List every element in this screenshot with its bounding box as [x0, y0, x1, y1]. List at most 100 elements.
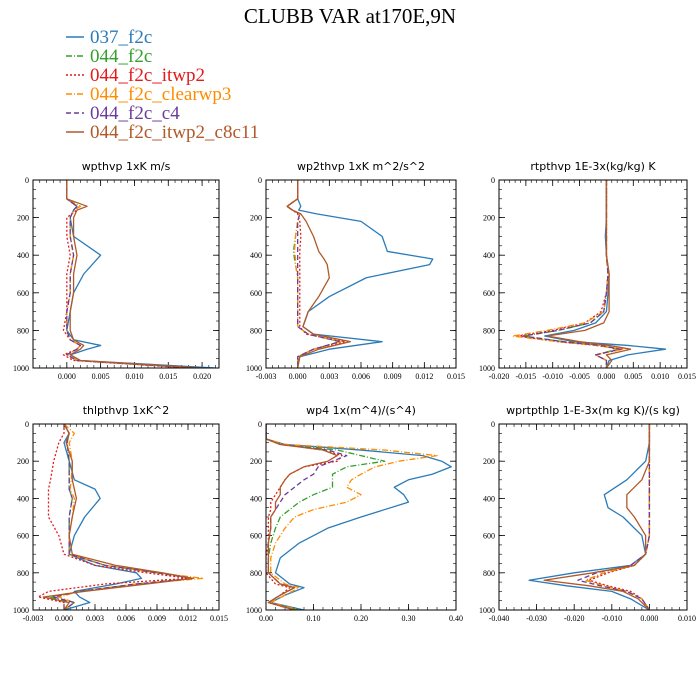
- x-tick-label: 0.012: [179, 614, 197, 623]
- series-line-044_f2c_itwp2_c8c11: [66, 180, 203, 368]
- y-tick-label: 200: [17, 214, 29, 223]
- y-tick-label: 200: [250, 457, 262, 466]
- series-line-037_f2c: [528, 424, 651, 610]
- y-tick-label: 400: [483, 494, 495, 503]
- y-tick-label: 200: [250, 214, 262, 223]
- y-tick-label: 800: [250, 326, 262, 335]
- y-tick-label: 600: [17, 532, 29, 541]
- y-tick-label: 0: [491, 420, 495, 429]
- y-tick-label: 1000: [246, 364, 262, 373]
- series-line-044_f2c_itwp2: [517, 180, 624, 368]
- legend-entry: 044_f2c_itwp2: [66, 65, 205, 86]
- x-tick-label: 0.015: [159, 372, 177, 381]
- panel-4: thlpthvp 1xK^2 0 200 400 600 800 1000-0.003 0.0…: [13, 404, 228, 623]
- series-line-044_f2c_clearwp3: [266, 424, 438, 610]
- x-tick-label: -0.015: [516, 372, 537, 381]
- y-tick-label: 800: [483, 569, 495, 578]
- series-line-044_f2c_itwp2_c8c11: [546, 180, 632, 368]
- y-tick-label: 400: [250, 251, 262, 260]
- y-tick-label: 400: [17, 494, 29, 503]
- x-tick-label: 0.009: [384, 372, 402, 381]
- y-tick-label: 600: [483, 532, 495, 541]
- y-tick-label: 0: [258, 176, 262, 185]
- series-line-044_f2c_clearwp3: [58, 424, 205, 610]
- panel-title: wprtpthlp 1-E-3x(m kg K)/(s kg): [506, 404, 680, 417]
- series-line-044_f2c_itwp2_c8c11: [42, 424, 194, 610]
- y-tick-label: 600: [483, 289, 495, 298]
- legend-label: 044_f2c_itwp2: [90, 65, 205, 86]
- panel-title: wp2thvp 1xK m^2/s^2: [297, 160, 425, 173]
- series-line-044_f2c: [66, 180, 196, 368]
- y-tick-label: 800: [17, 326, 29, 335]
- legend-entry: 044_f2c_c4: [66, 103, 180, 124]
- panel-frame: [32, 423, 220, 611]
- x-tick-label: 0.000: [597, 372, 615, 381]
- x-tick-label: 0.010: [678, 614, 696, 623]
- panel-series: [266, 424, 452, 610]
- series-line-044_f2c_clearwp3: [66, 180, 196, 368]
- panel-series: [286, 180, 434, 368]
- x-tick-label: 0.009: [148, 614, 166, 623]
- series-line-037_f2c: [544, 180, 667, 368]
- x-tick-label: 0.000: [58, 372, 76, 381]
- panel-series: [511, 180, 667, 368]
- panel-title: wpthvp 1xK m/s: [82, 160, 171, 173]
- series-line-044_f2c_itwp2: [266, 424, 343, 610]
- panel-1: wpthvp 1xK m/s 0 200 400 600 800 1000 0.000 0.00…: [13, 160, 220, 381]
- x-tick-label: -0.030: [526, 614, 547, 623]
- series-line-044_f2c_c4: [66, 180, 196, 368]
- y-tick-label: 1000: [13, 606, 29, 615]
- x-tick-label: -0.020: [489, 372, 510, 381]
- y-tick-label: 800: [483, 326, 495, 335]
- legend-label: 044_f2c_clearwp3: [90, 84, 231, 105]
- x-tick-label: 0.10: [307, 614, 321, 623]
- x-tick-label: 0.005: [92, 372, 110, 381]
- panel-2: wp2thvp 1xK m^2/s^2 0 200 400 600 800 1000-0.0…: [246, 160, 465, 381]
- x-tick-label: 0.012: [415, 372, 433, 381]
- x-tick-label: 0.00: [259, 614, 273, 623]
- y-tick-label: 200: [483, 457, 495, 466]
- panel-3: rtpthvp 1E-3x(kg/kg) K02004006008001000-…: [479, 160, 696, 381]
- x-tick-label: -0.040: [489, 614, 510, 623]
- x-tick-label: -0.010: [542, 372, 563, 381]
- series-line-044_f2c_itwp2_c8c11: [286, 180, 352, 368]
- y-tick-label: 1000: [479, 606, 495, 615]
- legend-entry: 044_f2c: [66, 46, 152, 67]
- x-tick-label: 0.020: [193, 372, 211, 381]
- y-tick-label: 600: [250, 289, 262, 298]
- y-tick-label: 1000: [246, 606, 262, 615]
- y-tick-label: 800: [17, 569, 29, 578]
- x-tick-label: 0.015: [210, 614, 228, 623]
- x-tick-label: 0.006: [117, 614, 135, 623]
- x-tick-label: 0.30: [402, 614, 416, 623]
- y-tick-label: 400: [483, 251, 495, 260]
- x-tick-label: 0.000: [55, 614, 73, 623]
- series-line-044_f2c: [522, 180, 618, 368]
- x-tick-label: -0.005: [569, 372, 590, 381]
- series-line-044_f2c_itwp2_c8c11: [266, 424, 338, 610]
- legend-entry: 044_f2c_clearwp3: [66, 84, 231, 105]
- x-tick-label: 0.40: [449, 614, 463, 623]
- y-tick-label: 1000: [479, 364, 495, 373]
- x-tick-label: 0.010: [125, 372, 143, 381]
- y-tick-label: 200: [17, 457, 29, 466]
- panel-frame: [498, 423, 688, 611]
- x-tick-label: 0.000: [640, 614, 658, 623]
- x-tick-label: -0.020: [564, 614, 585, 623]
- panel-frame: [32, 179, 220, 369]
- series-line-044_f2c_c4: [286, 180, 341, 368]
- y-tick-label: 600: [17, 289, 29, 298]
- legend: 037_f2c044_f2c044_f2c_itwp2044_f2c_clear…: [66, 27, 259, 143]
- x-tick-label: 0.005: [624, 372, 642, 381]
- x-tick-label: 0.000: [289, 372, 307, 381]
- panel-title: wp4 1x(m^4)/(s^4): [306, 404, 416, 417]
- panel-frame: [498, 179, 688, 369]
- legend-label: 037_f2c: [90, 27, 152, 48]
- panel-series: [528, 424, 651, 610]
- series-line-044_f2c_clearwp3: [286, 180, 343, 368]
- series-line-037_f2c: [266, 424, 452, 610]
- y-tick-label: 400: [17, 251, 29, 260]
- panel-frame: [265, 423, 457, 611]
- series-line-044_f2c: [266, 424, 386, 610]
- x-tick-label: 0.015: [678, 372, 696, 381]
